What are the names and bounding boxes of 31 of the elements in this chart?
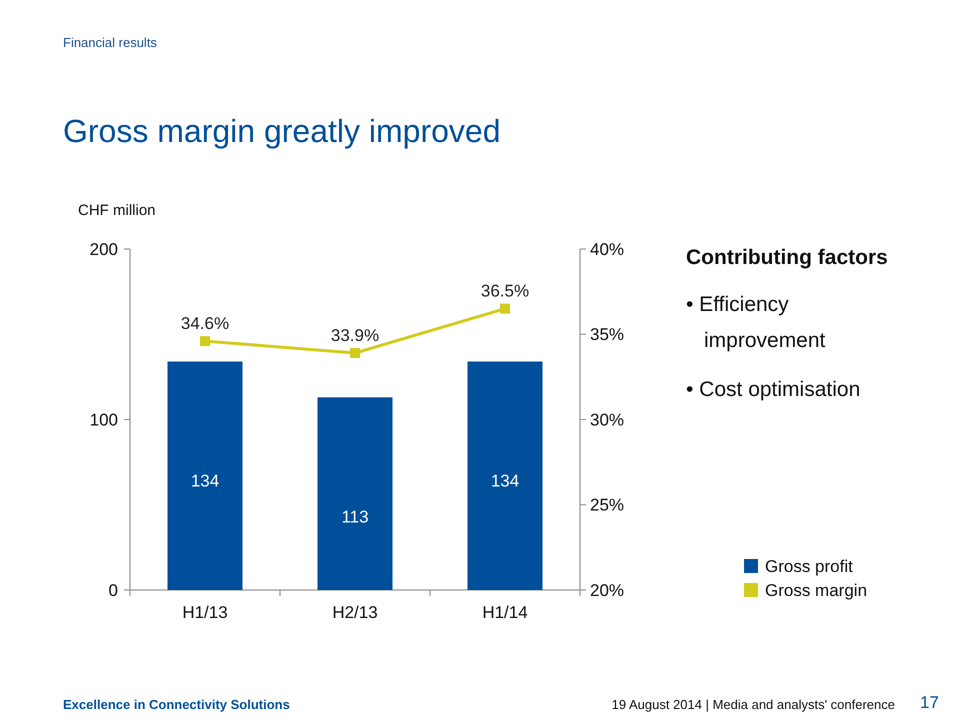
text: Financial results xyxy=(63,35,158,50)
point xyxy=(200,336,210,346)
text: 19 August 2014 | Media and analysts' conference xyxy=(612,697,895,712)
data-label: 134 xyxy=(490,472,520,491)
y2-tick-label: 20% xyxy=(590,580,624,600)
y2-tick-label: 40% xyxy=(590,240,624,259)
point xyxy=(350,348,360,358)
text: • Efficiency improvement xyxy=(686,293,826,352)
y2-tick-label: 30% xyxy=(590,410,624,430)
data-label: 134 xyxy=(190,472,220,491)
data-label: 36.5% xyxy=(480,282,530,301)
chart-title: Gross margin greatly improved xyxy=(63,113,500,149)
y2-tick-label: 25% xyxy=(590,496,624,515)
text: 17 xyxy=(920,693,939,712)
legend-label: Gross profit xyxy=(765,556,854,576)
y-tick-label: 200 xyxy=(90,240,118,259)
data-label: 113 xyxy=(341,507,369,526)
x-tick-label: H1/13 xyxy=(182,603,228,622)
data-label: 33.9% xyxy=(330,326,380,346)
text: Excellence in Connectivity Solutions xyxy=(63,697,290,712)
y-tick-label: 0 xyxy=(108,580,118,600)
data-label: 34.6% xyxy=(180,314,230,334)
legend-label: Gross margin xyxy=(765,580,868,600)
y-axis-title: CHF million xyxy=(78,202,156,219)
text: Contributing factors xyxy=(686,246,888,269)
x-tick-label: H2/13 xyxy=(332,603,378,622)
text: • Cost optimisation xyxy=(686,378,860,401)
y-tick-label: 100 xyxy=(90,410,118,430)
y2-tick-label: 35% xyxy=(590,325,624,344)
x-tick-label: H1/14 xyxy=(482,603,528,622)
point xyxy=(500,304,510,314)
